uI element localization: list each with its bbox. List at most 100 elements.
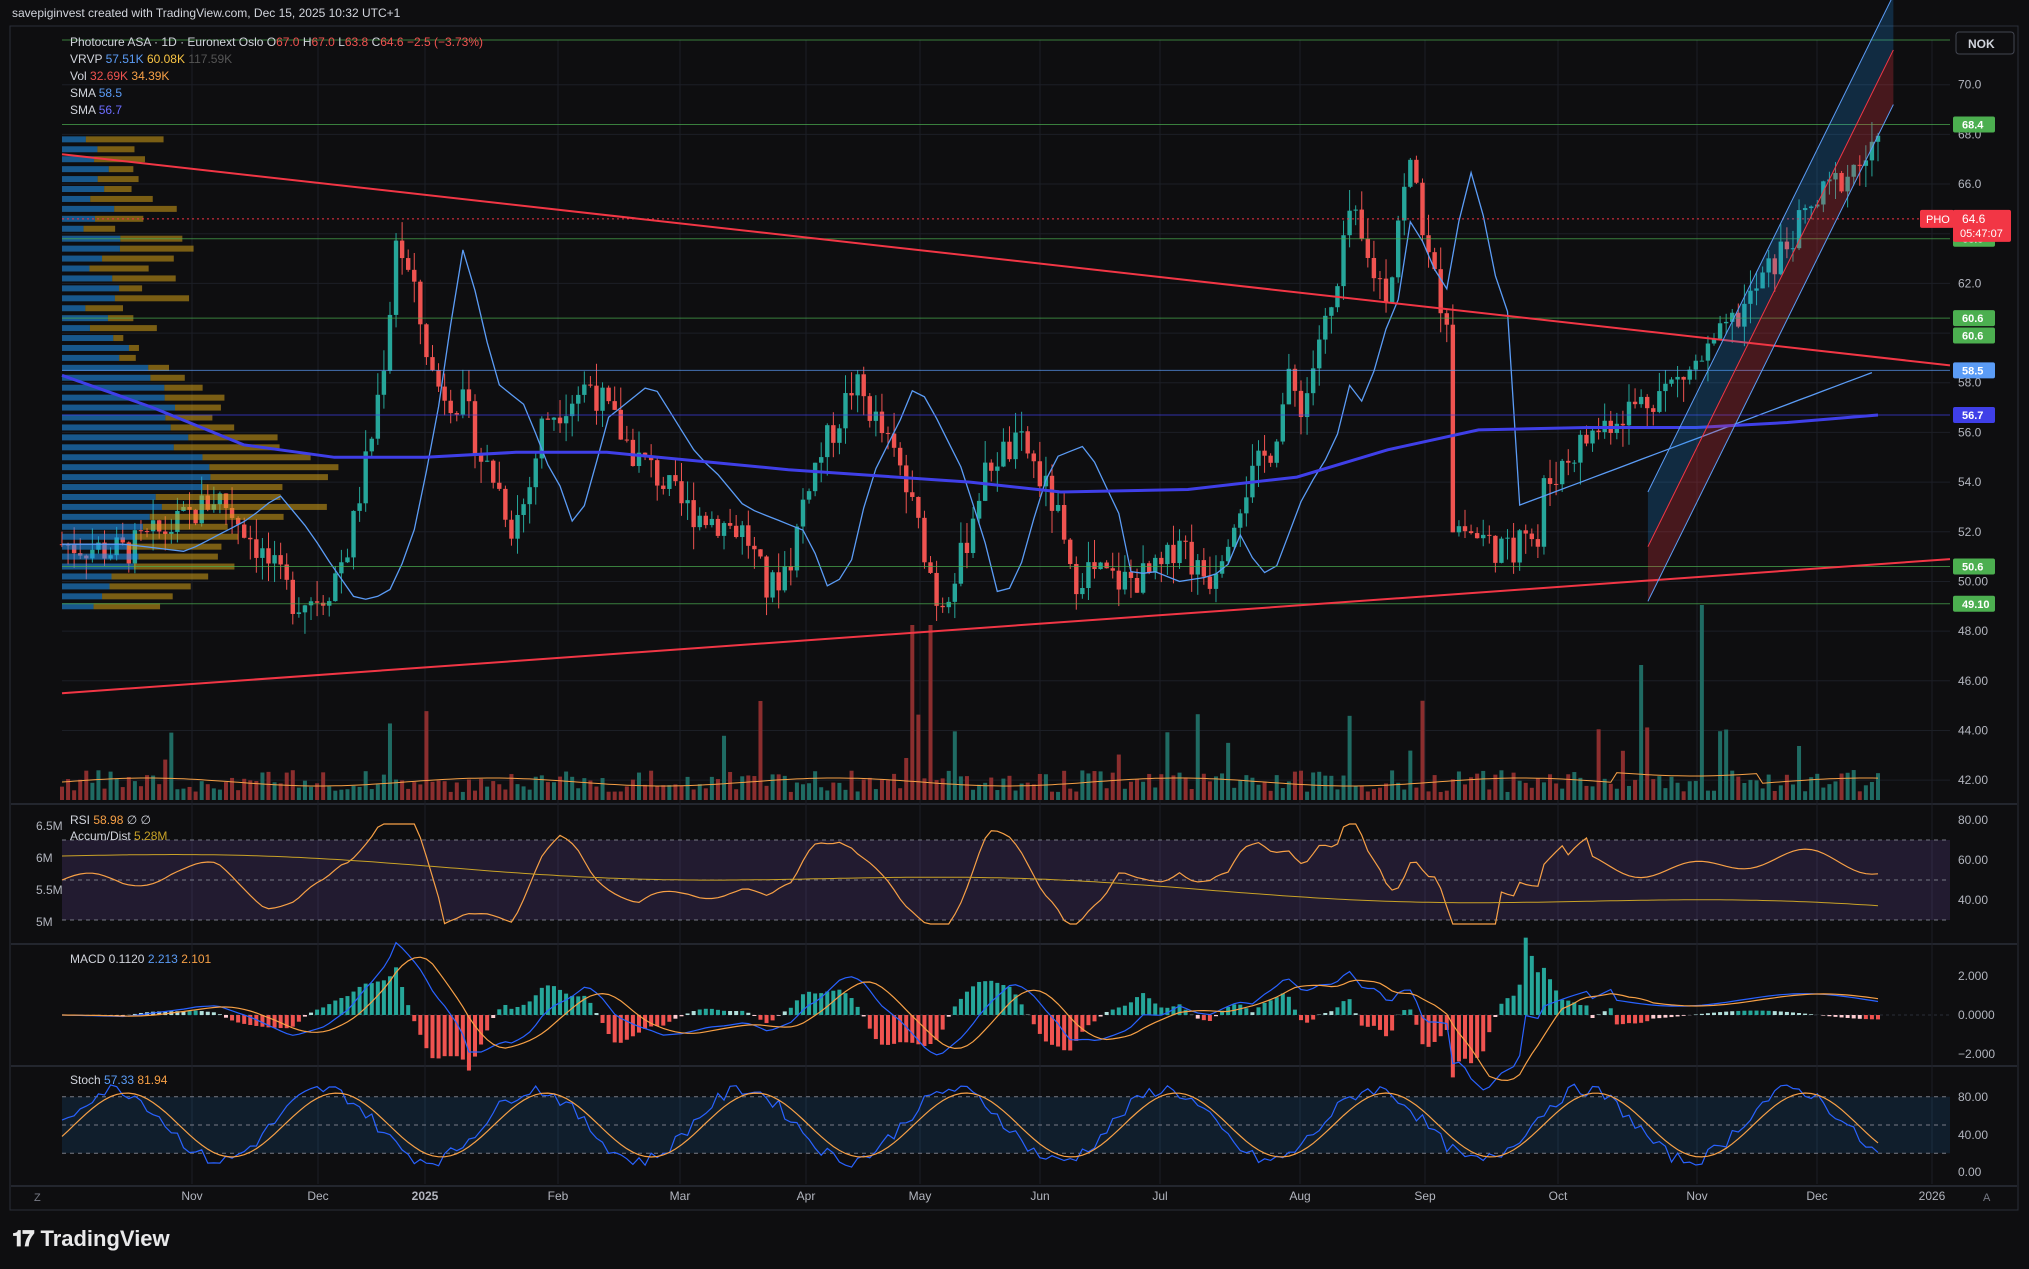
macd-histogram-bar: [1262, 1002, 1267, 1015]
volume-bar: [1742, 782, 1747, 800]
candle-body: [891, 433, 897, 448]
volume-bar: [1548, 774, 1553, 800]
candle-body: [1547, 478, 1553, 484]
volume-profile-up: [62, 444, 174, 451]
volume-bar: [1772, 790, 1777, 800]
volume-bar: [1566, 774, 1571, 800]
candle-body: [600, 387, 605, 411]
candle-body: [788, 566, 794, 571]
volume-bar: [873, 789, 878, 800]
macd-histogram-bar: [479, 1015, 484, 1045]
macd-histogram-bar: [1323, 1012, 1328, 1015]
macd-histogram-bar: [442, 1015, 447, 1057]
macd-histogram-bar: [539, 987, 544, 1015]
volume-profile-down: [164, 394, 225, 401]
l-label: L: [338, 35, 345, 49]
stoch-tick-label: 80.00: [1958, 1090, 1988, 1104]
macd-histogram-bar: [533, 995, 538, 1015]
volume-bar: [734, 789, 739, 800]
candle-body: [278, 555, 283, 565]
macd-histogram-bar: [1560, 999, 1565, 1015]
candle-body: [1298, 390, 1304, 418]
macd-histogram-bar: [1772, 1011, 1777, 1015]
macd-histogram-bar: [728, 1011, 733, 1015]
macd-histogram-bar: [758, 1015, 763, 1020]
stoch-k-line: [61, 1083, 1879, 1168]
sma1-value: 58.5: [99, 86, 123, 100]
macd-histogram-bar: [1201, 1015, 1206, 1021]
candle-body: [910, 492, 915, 497]
volume-bar: [1456, 771, 1461, 800]
volume-bar: [940, 778, 945, 800]
candle-body: [254, 539, 259, 558]
macd-histogram-bar: [545, 985, 550, 1015]
candle-body: [242, 524, 247, 538]
volume-series: [60, 605, 1880, 800]
macd-histogram-bar: [1080, 1015, 1085, 1032]
candle-body: [1845, 176, 1850, 192]
candle-body: [740, 525, 745, 538]
candle-body: [1468, 531, 1474, 534]
volume-bar: [1523, 782, 1528, 800]
tradingview-brand: 𝟏𝟕 TradingView: [12, 1226, 170, 1252]
candle-body: [1110, 568, 1115, 571]
volume-bar: [1371, 789, 1376, 800]
candle-body: [1201, 560, 1207, 577]
price-badge: [1953, 558, 1995, 575]
macd-histogram-bar: [473, 1015, 478, 1057]
macd-histogram-bar: [934, 1015, 939, 1040]
macd-histogram-bar: [430, 1015, 435, 1059]
macd-histogram-bar: [1718, 1012, 1723, 1015]
candle-body: [1213, 573, 1219, 589]
sma2-value: 56.7: [99, 103, 123, 117]
volume-profile-down: [119, 354, 136, 361]
candle-body: [1274, 441, 1279, 463]
volume-bar: [1651, 779, 1656, 800]
volume-bar: [1827, 784, 1832, 800]
candle-body: [1815, 204, 1820, 207]
volume-bar: [351, 785, 356, 800]
macd-histogram-bar: [1742, 1010, 1747, 1015]
volume-bar: [1517, 780, 1522, 800]
volume-bar: [630, 779, 635, 800]
macd-histogram-bar: [661, 1015, 666, 1026]
macd-histogram-bar: [582, 995, 587, 1015]
volume-profile-down: [142, 523, 228, 530]
channel-bottom: [1647, 104, 1894, 602]
candle-body: [703, 515, 708, 526]
candle-body: [1693, 360, 1698, 370]
macd-histogram-bar: [1705, 1013, 1710, 1015]
volume-bar: [1797, 745, 1802, 800]
volume-bar: [697, 784, 702, 800]
volume-bar: [1821, 787, 1826, 800]
macd-histogram-bar: [1797, 1013, 1802, 1015]
candle-body: [1122, 571, 1128, 590]
x-tick-label: Dec: [307, 1189, 328, 1203]
volume-profile-down: [161, 503, 327, 510]
macd-histogram-bar: [788, 1007, 793, 1015]
macd-histogram-bar: [157, 1011, 162, 1015]
current-price-label: 64.6: [1962, 212, 1986, 226]
volume-bar: [1529, 787, 1534, 800]
channel-mid: [1647, 49, 1894, 547]
c-label: C: [372, 35, 381, 49]
candle-body: [1420, 182, 1425, 236]
macd-histogram-bar: [242, 1015, 247, 1024]
volume-profile-up: [62, 424, 171, 431]
volume-profile-up: [62, 325, 90, 332]
candle-body: [776, 572, 781, 591]
volume-bar: [1620, 750, 1625, 800]
channel-upper-half: [1647, 0, 1894, 547]
volume-bar: [794, 782, 799, 800]
candle-body: [1553, 483, 1559, 485]
price-badge: [1953, 407, 1995, 424]
volume-profile-down: [89, 265, 149, 272]
volume-bar: [1669, 776, 1674, 800]
candle-body: [314, 601, 320, 603]
volume-profile-up: [62, 176, 98, 183]
candle-body: [733, 525, 739, 538]
candle-body: [1839, 172, 1844, 192]
volume-bar: [1274, 775, 1279, 800]
volume-bar: [782, 775, 787, 800]
